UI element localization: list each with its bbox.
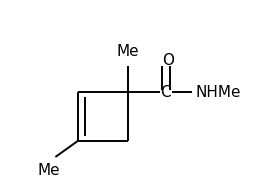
Text: Me: Me — [37, 163, 60, 178]
Text: C: C — [160, 85, 170, 100]
Text: NHMe: NHMe — [196, 85, 241, 100]
Text: O: O — [162, 53, 174, 68]
Text: Me: Me — [117, 44, 139, 59]
